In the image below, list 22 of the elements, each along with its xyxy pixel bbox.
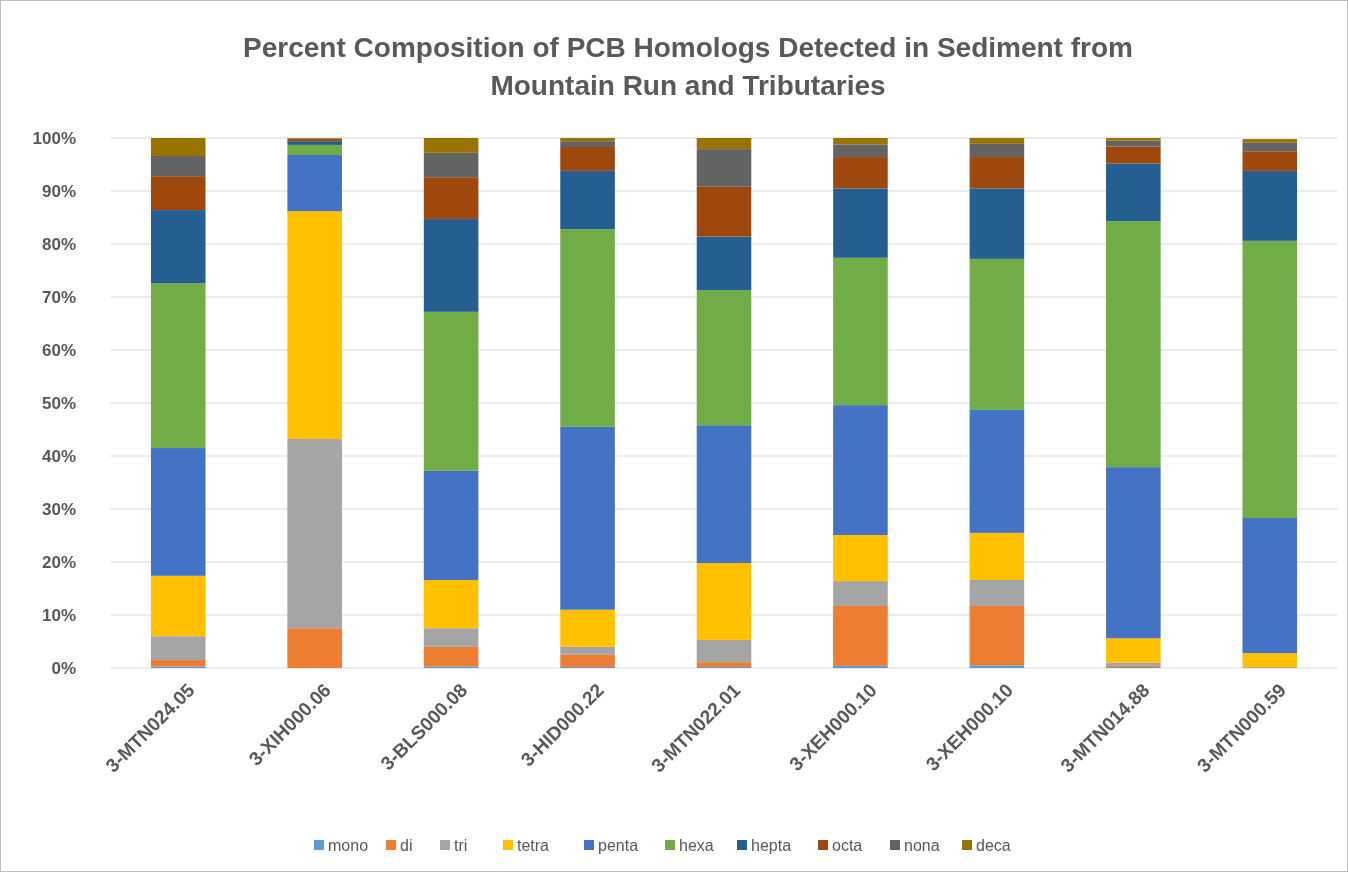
y-tick-label: 60% — [41, 340, 76, 360]
y-tick-label: 20% — [41, 552, 76, 572]
legend-label: penta — [598, 836, 639, 854]
legend-label: octa — [832, 836, 863, 854]
y-tick-label: 30% — [41, 499, 76, 519]
legend-label: tri — [454, 836, 468, 854]
legend-label: mono — [328, 836, 369, 854]
chart-title: Percent Composition of PCB Homologs Detected in Sediment from Mountain Run and Tributaries — [243, 32, 1133, 101]
y-tick-label: 40% — [41, 446, 76, 466]
legend-label: hexa — [679, 836, 714, 854]
y-tick-label: 10% — [41, 605, 76, 625]
y-tick-label: 100% — [32, 128, 76, 148]
y-tick-label: 80% — [41, 234, 76, 254]
y-tick-label: 50% — [41, 393, 76, 413]
legend-label: di — [400, 836, 413, 854]
legend-label: hepta — [751, 836, 792, 854]
y-tick-label: 90% — [41, 181, 76, 201]
legend-label: nona — [904, 836, 940, 854]
legend-label: deca — [976, 836, 1011, 854]
y-tick-label: 70% — [41, 287, 76, 307]
legend-label: tetra — [517, 836, 550, 854]
y-tick-label: 0% — [51, 658, 76, 678]
